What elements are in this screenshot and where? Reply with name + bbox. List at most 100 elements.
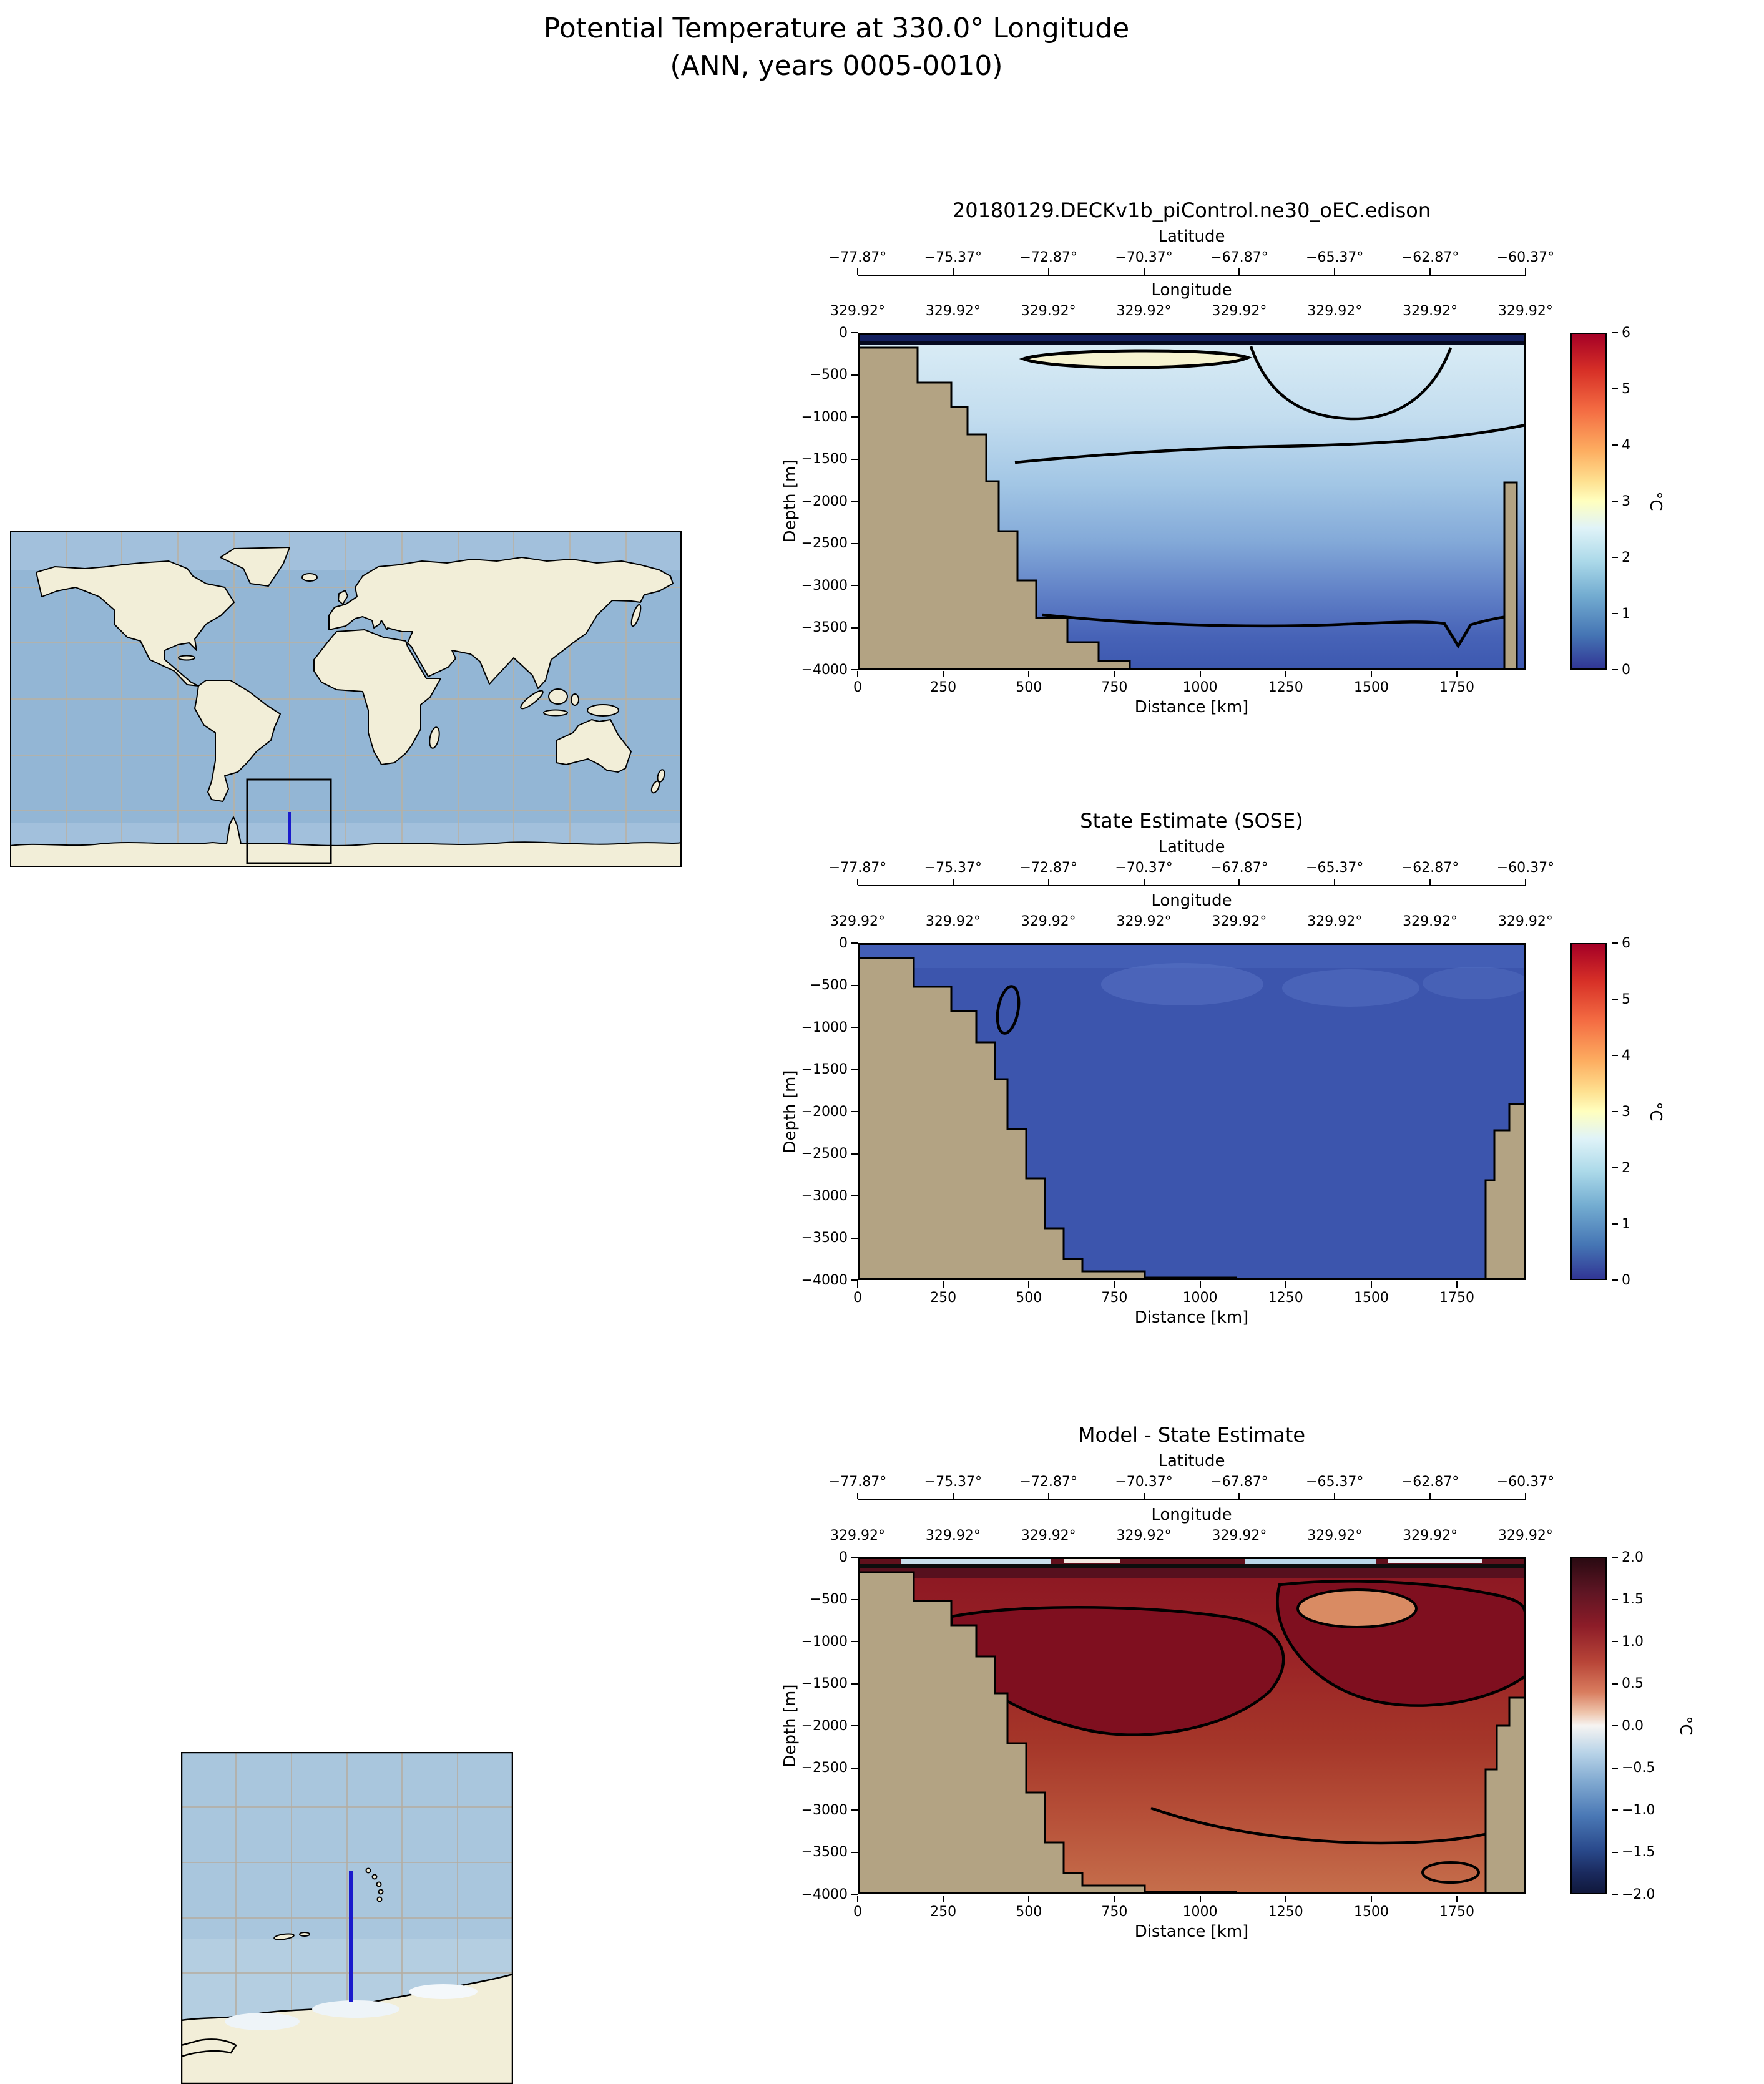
cold-surface-band	[858, 333, 1526, 342]
closed-contour	[996, 985, 1021, 1035]
surface-contour-band	[858, 1564, 1526, 1568]
continent-antarctica	[10, 816, 682, 867]
map-border	[10, 531, 682, 867]
inset-ice-shelf-3	[409, 1984, 478, 1999]
latitude-axis-line	[858, 1499, 1526, 1500]
longitude-axis-label: Longitude	[1151, 281, 1232, 300]
depth-axis-label: Depth [m]	[781, 1684, 800, 1768]
longitude-axis-label: Longitude	[1151, 891, 1232, 910]
continent-eurasia	[328, 557, 674, 689]
continent-australia	[556, 719, 632, 773]
region-box	[246, 778, 332, 864]
surface-lighter-band	[858, 943, 1526, 968]
island-japan	[630, 604, 642, 627]
distance-ticks: 0 250 500 750 1000 1250 1500 1750	[853, 1290, 1474, 1306]
figure-subtitle: (ANN, years 0005-0010)	[670, 50, 1003, 82]
longitude-ticks: 329.92° 329.92° 329.92° 329.92° 329.92° 329.9…	[830, 303, 1553, 319]
surface-neutral-patch	[1064, 1558, 1120, 1563]
subsurface-dark-band	[858, 1568, 1526, 1578]
colorbar-unit-label: °C	[1676, 1716, 1695, 1736]
island-south-orkney	[273, 1933, 295, 1940]
surface-cool-patch-2	[1245, 1558, 1376, 1565]
panel-diff-title: Model - State Estimate	[1077, 1423, 1306, 1447]
colorbar-temperature	[1570, 943, 1607, 1280]
distance-ticks: 0 250 500 750 1000 1250 1500 1750	[853, 1904, 1474, 1920]
depth-axis-label: Depth [m]	[781, 459, 800, 543]
latitude-axis-label: Latitude	[1158, 227, 1225, 246]
latitude-axis-label: Latitude	[1158, 1452, 1225, 1470]
warm-patch-3	[1423, 967, 1526, 999]
continent-africa	[313, 629, 441, 765]
sose-section-svg	[858, 943, 1526, 1280]
island-new-zealand-north	[657, 769, 665, 783]
island-south-orkney-east	[299, 1932, 310, 1937]
bathymetry-column	[1484, 1696, 1526, 1894]
contour-mid-depth	[1014, 423, 1526, 464]
bathymetry-column	[1503, 481, 1518, 670]
panel-diff: Model - State Estimate Latitude −77.87° −…	[0, 1423, 1764, 1947]
warm-patch-2	[1282, 969, 1419, 1007]
island-sumatra	[520, 690, 544, 710]
colorbar-unit-label: °C	[1646, 491, 1665, 511]
latitude-ticks: −77.87° −75.37° −72.87° −70.37° −67.87° −65.3…	[828, 1474, 1555, 1490]
lighter-pocket-contour	[1296, 1588, 1418, 1628]
island-new-zealand-south	[650, 780, 660, 794]
bathymetry-column	[1484, 1103, 1526, 1280]
surface-contour-band	[858, 341, 1526, 345]
longitude-ticks: 329.92° 329.92° 329.92° 329.92° 329.92° 329.9…	[830, 1528, 1553, 1543]
contour-2C	[1249, 346, 1453, 421]
latitude-ticks: −77.87° −75.37° −72.87° −70.37° −67.87° −65.3…	[828, 860, 1555, 876]
distance-axis-label: Distance [km]	[1134, 698, 1249, 717]
bathymetry-slope	[858, 1571, 1237, 1894]
map-continents	[10, 547, 682, 867]
depth-axis-label: Depth [m]	[781, 1070, 800, 1153]
distance-axis-label: Distance [km]	[1134, 1922, 1249, 1941]
longitude-ticks: 329.92° 329.92° 329.92° 329.92° 329.92° 329.9…	[830, 914, 1553, 929]
depth-ticks: 0 −500 −1000 −1500 −2000 −2500 −3000 −3500 −4000	[801, 1549, 848, 1902]
model-section-svg	[858, 333, 1526, 670]
colorbar-ticks: 2.0 1.5 1.0 0.5 0.0 −0.5 −1.0 −1.5 −2.0	[1622, 1549, 1655, 1902]
panel-model: 20180129.DECKv1b_piControl.ne30_oEC.edis…	[0, 198, 1764, 723]
panel-sose-title: State Estimate (SOSE)	[1080, 809, 1303, 833]
island-java	[543, 709, 568, 717]
latitude-axis-line	[858, 885, 1526, 886]
figure-title: Potential Temperature at 330.0° Longitud…	[543, 12, 1130, 44]
continent-north-america	[36, 560, 235, 687]
distance-axis-label: Distance [km]	[1134, 1308, 1249, 1327]
surface-cool-patch-1	[901, 1558, 1051, 1564]
longitude-axis-label: Longitude	[1151, 1505, 1232, 1524]
colorbar-unit-label: °C	[1646, 1102, 1665, 1122]
island-cuba	[178, 655, 195, 661]
island-sulawesi	[571, 693, 579, 706]
bathymetry-slope	[858, 346, 1131, 670]
world-map-svg	[10, 531, 682, 867]
island-south-sandwich-4	[378, 1889, 384, 1895]
model-section-plot	[858, 333, 1526, 670]
plot-border	[858, 943, 1526, 1280]
distance-ticks: 0 250 500 750 1000 1250 1500 1750	[853, 680, 1474, 695]
diff-section-svg	[858, 1557, 1526, 1894]
continent-south-america	[194, 680, 281, 802]
island-iceland	[301, 573, 318, 582]
latitude-axis-line	[858, 275, 1526, 276]
latitude-ticks: −77.87° −75.37° −72.87° −70.37° −67.87° −65.3…	[828, 250, 1555, 265]
panel-model-title: 20180129.DECKv1b_piControl.ne30_oEC.edis…	[952, 198, 1431, 222]
plot-border	[858, 333, 1526, 670]
colorbar-temperature	[1570, 333, 1607, 670]
inset-ice-shelf-1	[225, 2013, 300, 2030]
latitude-axis-label: Latitude	[1158, 838, 1225, 856]
warm-patch-1	[1101, 963, 1263, 1005]
inset-islands	[273, 1867, 384, 1940]
world-map	[10, 531, 682, 867]
inset-ice-shelf-2	[312, 2000, 399, 2018]
contour-deep	[1042, 613, 1507, 649]
island-new-guinea	[587, 704, 619, 717]
depth-ticks: 0 −500 −1000 −1500 −2000 −2500 −3000 −3500 −4000	[801, 935, 848, 1288]
island-south-sandwich-2	[371, 1874, 378, 1880]
continent-greenland	[220, 547, 290, 587]
island-south-sandwich-5	[376, 1896, 383, 1902]
surface-neutral-patch-2	[1388, 1558, 1482, 1563]
plot-border	[858, 1557, 1526, 1894]
diff-section-plot	[858, 1557, 1526, 1894]
